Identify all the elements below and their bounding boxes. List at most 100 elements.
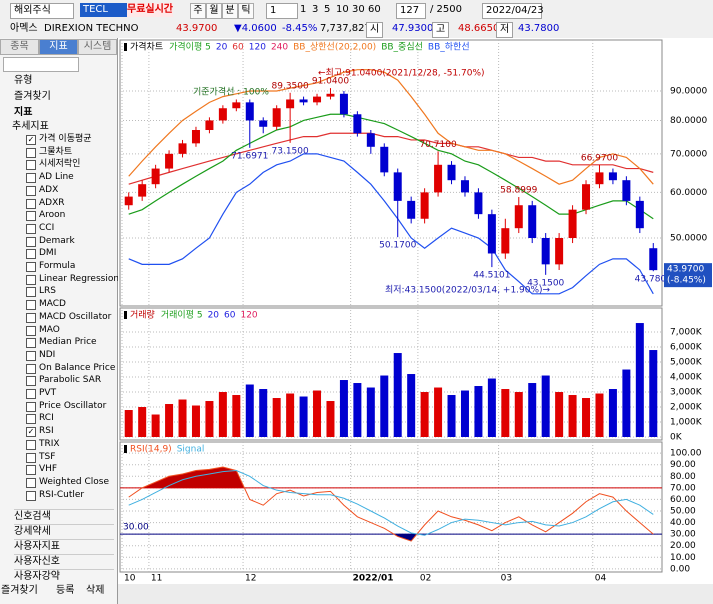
folder[interactable]: 지표 — [14, 107, 33, 118]
period-button[interactable]: 월 — [206, 3, 222, 19]
checkbox[interactable] — [26, 249, 36, 260]
checkbox[interactable] — [26, 185, 36, 196]
folder[interactable]: 신호검색 — [14, 509, 114, 524]
checkbox[interactable]: ✓ — [26, 135, 36, 145]
date-input[interactable]: 2022/04/23 — [482, 3, 544, 19]
indicator-item[interactable]: AD Line — [39, 172, 74, 183]
checkbox[interactable] — [26, 325, 36, 336]
indicator-item[interactable]: TRIX — [39, 438, 60, 449]
indicator-item[interactable]: 가격 이동평균 — [39, 134, 92, 144]
checkbox[interactable] — [26, 401, 36, 412]
indicator-item[interactable]: On Balance Price — [39, 362, 116, 373]
checkbox[interactable] — [26, 376, 36, 387]
indicator-item[interactable]: NDI — [39, 349, 56, 360]
indicator-item[interactable]: PVT — [39, 388, 57, 398]
indicator-item[interactable]: 시세저락인 — [39, 159, 81, 170]
interval-button[interactable]: 60 — [368, 4, 381, 15]
interval-button[interactable]: 30 — [352, 4, 365, 15]
bottom-tab[interactable]: 즐겨찾기 — [1, 585, 38, 596]
checkbox[interactable] — [26, 350, 36, 361]
indicator-item[interactable]: DMI — [39, 248, 57, 259]
checkbox[interactable] — [26, 477, 36, 488]
volume-bar — [447, 395, 456, 437]
indicator-item[interactable]: Median Price — [39, 337, 97, 348]
checkbox[interactable] — [26, 223, 36, 234]
interval-button[interactable]: 3 — [312, 4, 319, 15]
indicator-item[interactable]: MAO — [39, 324, 60, 335]
indicator-item[interactable]: ADX — [39, 184, 59, 195]
folder[interactable]: 유형 — [14, 75, 33, 86]
indicator-item[interactable]: Parabolic SAR — [39, 375, 102, 386]
folder[interactable]: 강세약세 — [14, 524, 114, 539]
checkbox[interactable] — [26, 389, 36, 399]
indicator-item[interactable]: Demark — [39, 235, 75, 246]
indicator-item[interactable]: MACD — [39, 299, 66, 310]
group[interactable]: 추세지표 — [12, 121, 49, 132]
indicator-item[interactable]: MACD Oscillator — [39, 311, 112, 322]
checkbox[interactable] — [26, 312, 36, 323]
indicator-item[interactable]: Weighted Close — [39, 476, 109, 487]
bars-input[interactable]: 127 — [396, 3, 426, 19]
volume-bar — [514, 392, 523, 437]
market-select[interactable]: 해외주식 — [10, 3, 74, 19]
search-box[interactable] — [3, 57, 79, 72]
bottom-tab[interactable]: 등록 — [56, 585, 75, 596]
checkbox[interactable] — [26, 300, 36, 311]
checkbox[interactable] — [26, 147, 36, 158]
checkbox[interactable] — [26, 452, 36, 463]
period-button[interactable]: 틱 — [238, 3, 254, 19]
checkbox[interactable] — [26, 338, 36, 349]
symbol-input[interactable]: TECL — [80, 3, 130, 17]
checkbox[interactable] — [26, 414, 36, 425]
indicator-item[interactable]: RSI-Cutler — [39, 489, 85, 500]
volume-bar — [474, 386, 483, 437]
volume-bar — [191, 405, 200, 437]
volume-bar — [366, 387, 375, 437]
unit-input[interactable]: 1 — [266, 3, 298, 19]
checkbox[interactable] — [26, 274, 36, 285]
sidebar-tab[interactable]: 지표 — [39, 39, 78, 55]
period-button[interactable]: 주 — [190, 3, 206, 19]
checkbox[interactable] — [26, 490, 36, 501]
checkbox[interactable] — [26, 363, 36, 374]
indicator-item[interactable]: Aroon — [39, 210, 66, 221]
indicator-item[interactable]: ADXR — [39, 197, 65, 208]
sidebar-tab[interactable]: 종목 — [0, 39, 39, 55]
indicator-item[interactable]: RSI — [39, 426, 54, 437]
volume-bar — [353, 383, 362, 437]
indicator-item[interactable]: TSF — [39, 451, 56, 462]
checkbox[interactable] — [26, 262, 36, 272]
candle-body — [649, 248, 658, 271]
checkbox[interactable] — [26, 198, 36, 209]
folder[interactable]: 사용자지표 — [14, 539, 114, 554]
indicator-item[interactable]: Price Oscillator — [39, 400, 107, 411]
indicator-item[interactable]: 그물차트 — [39, 146, 73, 157]
folder[interactable]: 즐겨찾기 — [14, 91, 51, 102]
checkbox[interactable] — [26, 439, 36, 450]
checkbox[interactable] — [26, 160, 36, 171]
checkbox[interactable] — [26, 173, 36, 184]
checkbox[interactable] — [26, 465, 36, 476]
indicator-item[interactable]: VHF — [39, 464, 58, 475]
chart-area: 50.0000 60.0000 70.0000 80.0000 90.0000 0K 1,0… — [118, 38, 713, 604]
indicator-item[interactable]: Linear Regression — [39, 273, 120, 284]
sidebar-tab[interactable]: 시스템 — [78, 39, 117, 55]
folder[interactable]: 사용자신호 — [14, 554, 114, 569]
folder[interactable]: 사용자강약 — [14, 569, 114, 584]
checkbox[interactable] — [26, 211, 36, 222]
checkbox[interactable] — [26, 287, 36, 298]
checkbox[interactable]: ✓ — [26, 427, 36, 438]
interval-button[interactable]: 5 — [324, 4, 331, 15]
indicator-item[interactable]: RCI — [39, 413, 54, 424]
volume-bar — [528, 383, 537, 437]
checkbox[interactable] — [26, 236, 36, 247]
y-tick-label: 50.00 — [670, 507, 696, 517]
period-button[interactable]: 분 — [222, 3, 238, 19]
interval-button[interactable]: 1 — [300, 4, 307, 15]
interval-button[interactable]: 10 — [336, 4, 349, 15]
indicator-item[interactable]: LRS — [39, 286, 56, 297]
indicator-item[interactable]: CCI — [39, 222, 55, 233]
volume-bar — [407, 374, 416, 437]
indicator-item[interactable]: Formula — [39, 261, 76, 271]
bottom-tab[interactable]: 삭제 — [86, 585, 105, 596]
